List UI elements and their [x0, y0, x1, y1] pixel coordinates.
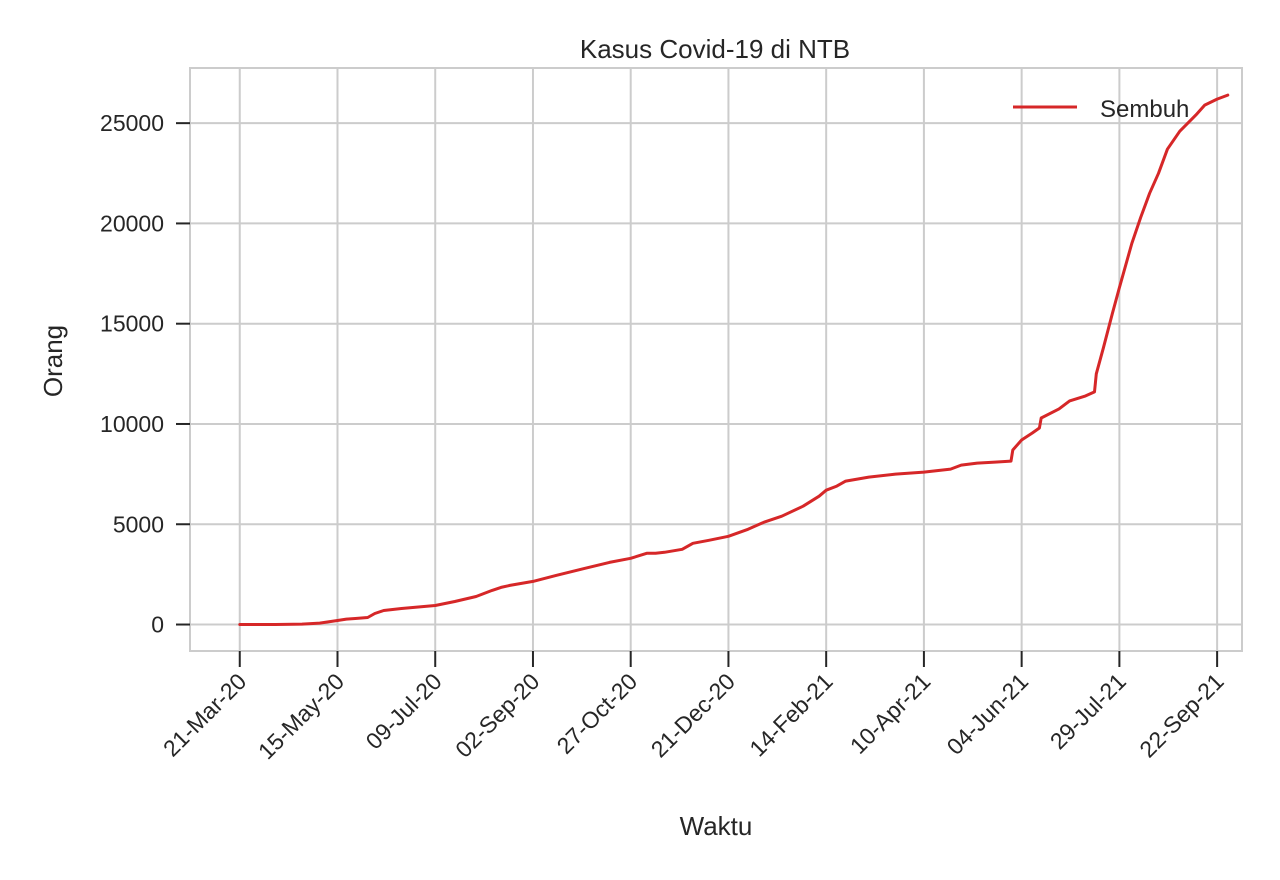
y-axis-title: Orang — [38, 325, 68, 397]
grid — [190, 68, 1242, 651]
y-tick-label: 5000 — [113, 511, 164, 537]
series-layer — [238, 93, 1230, 626]
series-line-sembuh — [238, 93, 1230, 626]
legend: Sembuh — [1013, 96, 1189, 123]
y-tick-label: 0 — [151, 612, 164, 638]
plot-frame — [189, 67, 1243, 652]
legend-label-sembuh: Sembuh — [1100, 96, 1189, 123]
chart-title: Kasus Covid-19 di NTB — [580, 34, 850, 64]
y-axis: 0 5000 10000 15000 20000 25000 — [100, 110, 190, 638]
y-tick-label: 25000 — [100, 110, 164, 136]
x-axis-title: Waktu — [680, 811, 753, 841]
y-tick-label: 10000 — [100, 411, 164, 437]
y-tick-label: 20000 — [100, 210, 164, 236]
y-tick-label: 15000 — [100, 311, 164, 337]
